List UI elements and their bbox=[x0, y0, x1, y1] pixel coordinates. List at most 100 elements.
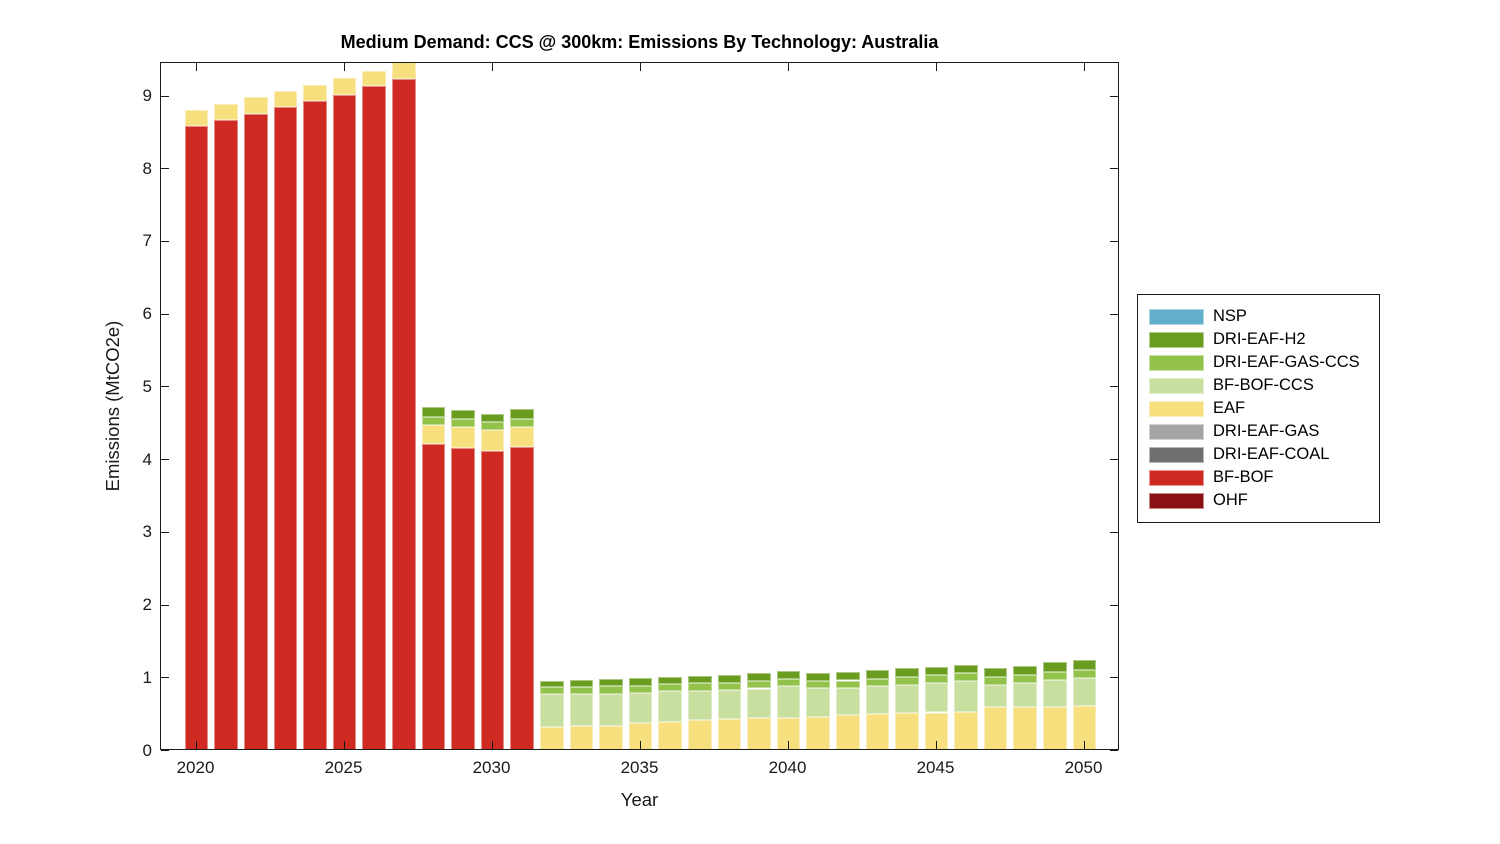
legend-label: DRI-EAF-GAS-CCS bbox=[1213, 353, 1360, 371]
bar-segment-bf-bof-2021 bbox=[214, 119, 238, 749]
y-tick-label: 7 bbox=[142, 231, 152, 251]
bar-segment-bf-bof-ccs-2038 bbox=[717, 689, 742, 719]
x-tick-mark bbox=[787, 741, 789, 749]
bar-segment-dri-eaf-gas-ccs-2043 bbox=[865, 679, 890, 687]
legend-swatch-nsp bbox=[1149, 308, 1204, 325]
y-tick-mark-right bbox=[1110, 677, 1118, 679]
bar-segment-dri-eaf-gas-ccs-2033 bbox=[569, 687, 594, 695]
legend-swatch-bf-bof bbox=[1149, 469, 1204, 486]
bar-segment-dri-eaf-h2-2037 bbox=[687, 676, 712, 684]
bar-segment-eaf-2038 bbox=[717, 719, 742, 749]
legend-swatch-dri-eaf-coal bbox=[1149, 446, 1204, 463]
x-tick-label: 2025 bbox=[324, 758, 363, 777]
y-tick-label: 9 bbox=[142, 86, 152, 105]
bar-segment-dri-eaf-gas-ccs-2028 bbox=[421, 416, 446, 426]
bar-segment-eaf-2046 bbox=[954, 711, 978, 749]
bar-segment-bf-bof-ccs-2047 bbox=[983, 684, 1008, 708]
bar-segment-dri-eaf-gas-ccs-2032 bbox=[539, 687, 564, 695]
legend-box: NSP DRI-EAF-H2 DRI-EAF-GAS-CCS BF-BOF-CCS EA… bbox=[1137, 294, 1380, 523]
legend-item-eaf: EAF bbox=[1138, 397, 1379, 420]
bar-segment-dri-eaf-h2-2042 bbox=[835, 671, 860, 681]
x-tick-mark-top bbox=[1083, 63, 1085, 71]
legend-label: OHF bbox=[1213, 491, 1248, 509]
x-tick-label: 2030 bbox=[472, 758, 511, 777]
bar-segment-eaf-2026 bbox=[362, 71, 386, 87]
bar-segment-eaf-2037 bbox=[687, 719, 712, 749]
y-tick-label: 2 bbox=[142, 595, 152, 614]
bar-segment-bf-bof-ccs-2048 bbox=[1013, 682, 1038, 707]
bar-segment-eaf-2048 bbox=[1013, 706, 1038, 749]
bar-segment-eaf-2030 bbox=[480, 429, 505, 452]
x-tick-label: 2035 bbox=[620, 758, 659, 777]
bar-segment-dri-eaf-gas-ccs-2046 bbox=[954, 673, 978, 682]
x-tick-mark-top bbox=[343, 63, 345, 71]
y-tick-label: 3 bbox=[142, 522, 152, 542]
bar-segment-dri-eaf-h2-2036 bbox=[658, 676, 682, 685]
bar-segment-dri-eaf-gas-ccs-2029 bbox=[451, 419, 475, 428]
legend-label: DRI-EAF-GAS bbox=[1213, 422, 1320, 440]
chart-title: Medium Demand: CCS @ 300km: Emissions By… bbox=[340, 32, 939, 52]
bar-segment-dri-eaf-h2-2031 bbox=[510, 409, 534, 420]
bar-segment-bf-bof-ccs-2042 bbox=[835, 687, 860, 715]
bar-segment-eaf-2039 bbox=[747, 718, 771, 749]
y-tick-mark bbox=[161, 240, 169, 242]
legend-swatch-ohf bbox=[1149, 492, 1204, 509]
bar-segment-eaf-2043 bbox=[865, 713, 890, 749]
bar-segment-bf-bof-ccs-2039 bbox=[747, 688, 771, 719]
y-tick-mark-right bbox=[1110, 531, 1118, 533]
bar-segment-eaf-2049 bbox=[1043, 706, 1067, 749]
bar-segment-bf-bof-ccs-2035 bbox=[628, 692, 653, 724]
bar-segment-dri-eaf-h2-2047 bbox=[983, 668, 1008, 677]
bar-segment-dri-eaf-gas-ccs-2047 bbox=[983, 676, 1008, 685]
bar-segment-dri-eaf-gas-ccs-2045 bbox=[924, 675, 949, 684]
x-tick-label: 2045 bbox=[916, 758, 955, 777]
bar-segment-eaf-2024 bbox=[303, 84, 327, 101]
y-tick-mark-right bbox=[1110, 750, 1118, 751]
y-tick-label: 5 bbox=[142, 376, 152, 396]
bar-segment-dri-eaf-gas-ccs-2030 bbox=[480, 422, 505, 430]
bar-segment-bf-bof-2024 bbox=[303, 100, 327, 749]
legend-label: BF-BOF-CCS bbox=[1213, 376, 1314, 394]
bar-segment-dri-eaf-gas-ccs-2042 bbox=[835, 680, 860, 688]
bar-segment-bf-bof-2030 bbox=[480, 451, 505, 749]
bar-segment-eaf-2032 bbox=[539, 727, 564, 749]
bar-segment-eaf-2033 bbox=[569, 726, 594, 749]
y-tick-mark-right bbox=[1110, 459, 1118, 461]
bar-segment-eaf-2028 bbox=[421, 425, 446, 445]
bar-segment-bf-bof-2020 bbox=[184, 125, 209, 749]
bar-segment-dri-eaf-h2-2046 bbox=[954, 664, 978, 674]
legend-item-ohf: OHF bbox=[1138, 489, 1379, 512]
plot-area bbox=[160, 62, 1119, 750]
bar-segment-bf-bof-ccs-2043 bbox=[865, 686, 890, 714]
y-tick-mark bbox=[161, 531, 169, 533]
bar-segment-dri-eaf-gas-ccs-2039 bbox=[747, 681, 771, 689]
bar-segment-bf-bof-ccs-2032 bbox=[539, 694, 564, 727]
bar-segment-dri-eaf-h2-2029 bbox=[451, 409, 475, 420]
y-tick-mark-right bbox=[1110, 168, 1118, 170]
y-tick-mark bbox=[161, 750, 169, 751]
x-tick-mark-top bbox=[935, 63, 937, 71]
bar-segment-dri-eaf-gas-ccs-2048 bbox=[1013, 674, 1038, 683]
y-tick-label: 1 bbox=[142, 667, 152, 687]
x-tick-label: 2050 bbox=[1064, 758, 1103, 777]
y-tick-mark bbox=[161, 386, 169, 388]
bar-segment-dri-eaf-h2-2033 bbox=[569, 679, 594, 687]
x-tick-label: 2040 bbox=[768, 758, 807, 777]
bar-segment-bf-bof-ccs-2044 bbox=[895, 684, 919, 714]
bar-segment-bf-bof-2031 bbox=[510, 447, 534, 749]
bar-segment-dri-eaf-h2-2043 bbox=[865, 670, 890, 679]
y-tick-mark bbox=[161, 459, 169, 461]
bar-segment-dri-eaf-gas-ccs-2050 bbox=[1072, 669, 1097, 678]
y-tick-mark bbox=[161, 604, 169, 606]
y-tick-mark bbox=[161, 95, 169, 97]
legend-item-bf-bof: BF-BOF bbox=[1138, 466, 1379, 489]
legend-label: NSP bbox=[1213, 307, 1247, 325]
bar-segment-dri-eaf-h2-2028 bbox=[421, 407, 446, 417]
x-tick-mark bbox=[935, 741, 937, 749]
bar-segment-dri-eaf-gas-ccs-2040 bbox=[776, 679, 801, 687]
legend-item-bf-bof-ccs: BF-BOF-CCS bbox=[1138, 374, 1379, 397]
x-axis-label: Year bbox=[620, 789, 659, 810]
y-tick-mark bbox=[161, 168, 169, 170]
bar-segment-bf-bof-ccs-2049 bbox=[1043, 679, 1067, 707]
bar-segment-bf-bof-ccs-2033 bbox=[569, 694, 594, 727]
